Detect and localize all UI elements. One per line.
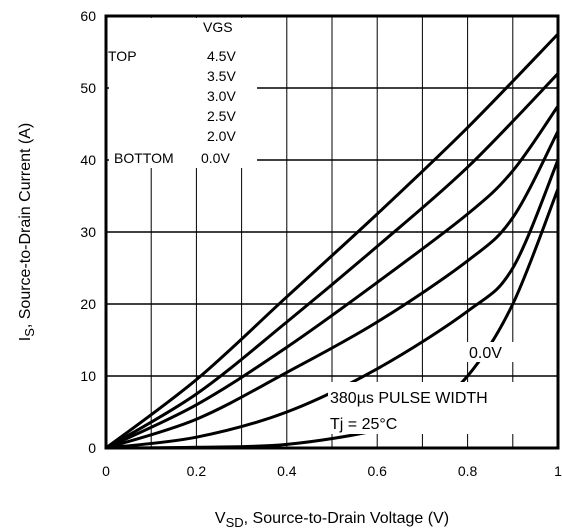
legend-background (109, 18, 257, 168)
y-axis-label: IS, Source-to-Drain Current (A) (17, 123, 37, 342)
x-tick-label: 0.2 (187, 463, 207, 479)
x-axis-subscript: SD (226, 515, 244, 530)
y-tick-label: 50 (80, 80, 96, 96)
series-line-2.5V (105, 130, 560, 450)
legend-bottom-label: BOTTOM (114, 150, 174, 166)
x-tick-label: 0.4 (277, 463, 297, 479)
x-tick-labels: 0 0.2 0.4 0.6 0.8 1 (102, 463, 562, 479)
series-line-2.0V (105, 159, 560, 450)
legend-entry: 3.0V (207, 88, 236, 104)
legend-entry: 4.5V (207, 48, 236, 64)
y-axis-symbol: I (17, 337, 34, 341)
y-tick-label: 0 (88, 440, 96, 456)
curves (105, 32, 560, 450)
legend-entry: 0.0V (201, 150, 230, 166)
x-axis-text: , Source-to-Drain Voltage (V) (244, 510, 449, 527)
legend-entry: 2.0V (207, 128, 236, 144)
y-axis-subscript: S (22, 328, 37, 337)
x-axis-symbol: V (215, 510, 226, 527)
y-tick-label: 60 (80, 8, 96, 24)
series-line-4.5V (105, 32, 560, 450)
x-tick-label: 0.6 (367, 463, 387, 479)
y-tick-label: 30 (80, 224, 96, 240)
y-tick-labels: 0 10 20 30 40 50 60 (80, 8, 96, 456)
annotation-background (328, 382, 538, 434)
temperature-annotation: Tj = 25°C (330, 416, 397, 433)
legend-entry: 3.5V (207, 68, 236, 84)
legend-entry: 2.5V (207, 108, 236, 124)
y-tick-label: 20 (80, 296, 96, 312)
legend: VGS TOP 4.5V 3.5V 3.0V 2.5V 2.0V BOTTOM … (108, 19, 236, 166)
legend-top-label: TOP (108, 48, 137, 64)
series-line-3.5V (105, 72, 560, 450)
grid (106, 16, 558, 448)
plot-frame (104, 14, 560, 450)
legend-header: VGS (203, 19, 233, 35)
y-tick-label: 10 (80, 368, 96, 384)
curve-label: 0.0V (469, 345, 502, 362)
curve-label-background (467, 342, 517, 362)
y-tick-label: 40 (80, 152, 96, 168)
x-axis-label: VSD, Source-to-Drain Voltage (V) (215, 510, 449, 530)
x-tick-label: 0 (102, 463, 110, 479)
series-line-3.0V (105, 105, 560, 450)
y-axis-text: , Source-to-Drain Current (A) (17, 123, 34, 328)
x-tick-label: 0.8 (458, 463, 478, 479)
pulse-width-annotation: 380µs PULSE WIDTH (330, 390, 488, 407)
x-tick-label: 1 (554, 463, 562, 479)
